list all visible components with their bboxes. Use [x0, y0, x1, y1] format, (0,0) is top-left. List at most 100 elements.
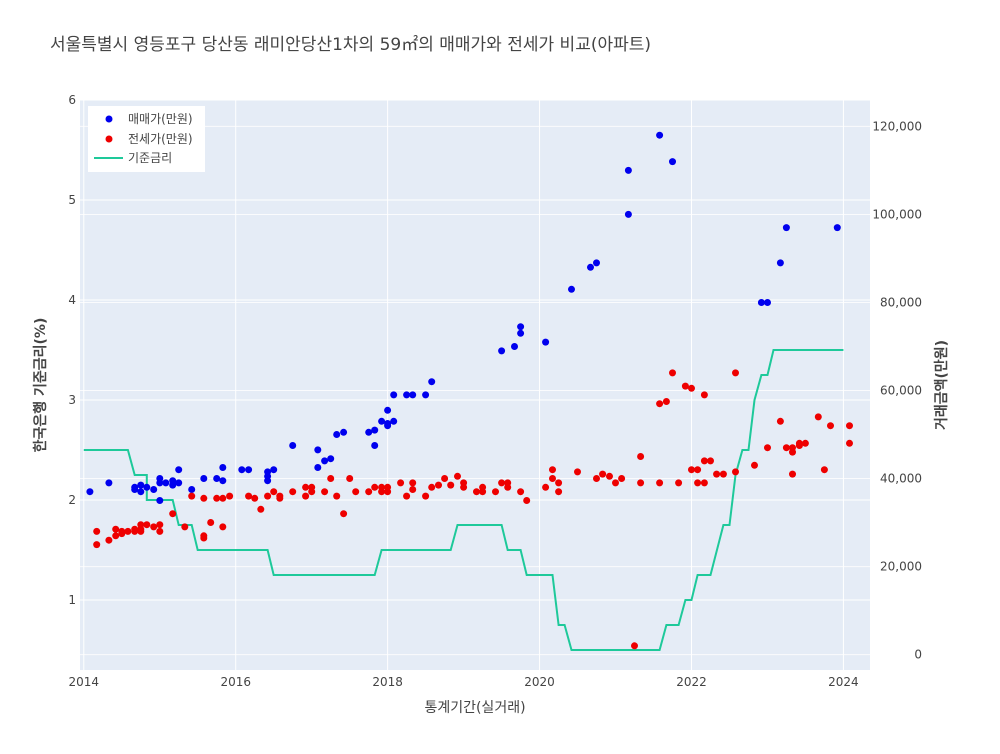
sale-price-point [498, 347, 506, 355]
sale-price-point [327, 455, 335, 463]
jeonse-price-point [302, 483, 310, 491]
sale-price-point [175, 466, 183, 474]
sale-price-point [219, 477, 227, 485]
sale-price-point [264, 477, 272, 485]
jeonse-price-point [662, 398, 670, 405]
jeonse-price-point [302, 492, 310, 500]
sale-price-point [511, 343, 518, 350]
chart-title: 서울특별시 영등포구 당산동 래미안당산1차의 59㎡의 매매가와 전세가 비교… [50, 35, 651, 55]
jeonse-price-point [492, 488, 499, 496]
sale-price-point [517, 323, 525, 331]
sale-price-point [656, 131, 664, 139]
sale-price-point [624, 166, 632, 174]
tick-labels: 2014 2016 2018 2020 2022 2024 1 2 3 4 5 6 0 20,000 40,… [68, 93, 922, 689]
legend-marker-jeonse [105, 135, 113, 143]
jeonse-price-point [124, 527, 132, 535]
jeonse-price-point [181, 523, 189, 531]
jeonse-price-point [764, 444, 771, 452]
jeonse-price-point [517, 488, 525, 496]
sale-price-point [764, 299, 771, 306]
legend-item-sale[interactable]: 매매가(만원) [105, 112, 193, 126]
jeonse-price-point [378, 483, 386, 491]
sale-price-point [587, 263, 594, 271]
jeonse-price-point [688, 466, 695, 474]
jeonse-price-point [321, 488, 329, 496]
jeonse-price-point [814, 413, 822, 421]
jeonse-price-point [523, 497, 531, 504]
y-right-tick-label: 60,000 [880, 384, 922, 398]
sale-price-point [365, 428, 373, 436]
jeonse-price-point [542, 483, 550, 491]
jeonse-price-point [479, 488, 487, 496]
sale-price-point [833, 224, 841, 232]
jeonse-price-point [403, 492, 411, 500]
y-left-tick-label: 6 [68, 93, 76, 107]
legend-item-jeonse[interactable]: 전세가(만원) [105, 132, 193, 146]
sale-price-point [175, 479, 183, 487]
sale-price-point [137, 488, 145, 496]
jeonse-price-point [593, 475, 600, 482]
jeonse-price-point [200, 494, 208, 502]
jeonse-price-point [251, 494, 259, 502]
y-left-tick-label: 3 [68, 393, 76, 407]
jeonse-price-point [409, 479, 417, 487]
jeonse-price-point [156, 521, 164, 529]
jeonse-price-point [681, 382, 689, 390]
jeonse-price-point [454, 472, 461, 480]
jeonse-price-point [827, 422, 834, 430]
y-right-tick-label: 120,000 [872, 119, 922, 133]
sale-price-point [86, 488, 94, 496]
jeonse-price-point [460, 483, 468, 491]
jeonse-price-point [707, 457, 714, 465]
jeonse-price-point [156, 527, 164, 535]
jeonse-price-point [200, 532, 208, 540]
sale-price-point [156, 497, 164, 504]
x-tick-label: 2018 [372, 675, 403, 689]
sale-price-point [371, 442, 379, 449]
plot-area [80, 100, 870, 670]
jeonse-price-point [447, 481, 455, 489]
jeonse-price-point [371, 483, 379, 491]
sale-price-point [757, 299, 765, 306]
jeonse-price-point [112, 525, 120, 533]
legend-item-rate[interactable]: 기준금리 [94, 151, 172, 165]
sale-price-point [219, 464, 227, 471]
y-right-tick-label: 80,000 [880, 295, 922, 309]
jeonse-price-point [700, 479, 708, 487]
legend[interactable]: 매매가(만원) 전세가(만원) 기준금리 [88, 106, 205, 172]
legend-label-jeonse: 전세가(만원) [128, 132, 193, 146]
jeonse-price-point [112, 532, 120, 540]
jeonse-price-point [384, 483, 392, 491]
y-right-tick-label: 100,000 [872, 207, 922, 221]
sale-price-point [568, 285, 575, 293]
jeonse-price-point [631, 642, 638, 650]
sale-price-point [314, 446, 322, 454]
jeonse-price-point [276, 494, 284, 502]
jeonse-price-point [352, 488, 360, 496]
jeonse-price-point [226, 492, 234, 500]
jeonse-price-point [618, 475, 626, 482]
sale-price-point [156, 479, 164, 487]
y-axis-right-label: 거래금액(만원) [933, 340, 950, 430]
sale-price-point [384, 406, 392, 414]
sale-price-point [669, 158, 676, 166]
sale-price-point [428, 378, 436, 386]
jeonse-price-point [656, 400, 664, 408]
y-right-tick-label: 0 [914, 648, 922, 662]
jeonse-price-point [213, 494, 221, 502]
sale-price-point [422, 391, 430, 399]
jeonse-price-point [789, 470, 796, 478]
sale-price-point [340, 428, 348, 436]
jeonse-price-point [137, 525, 145, 533]
jeonse-price-point [694, 479, 702, 487]
sale-price-point [137, 481, 145, 489]
jeonse-price-point [219, 523, 227, 531]
jeonse-price-point [245, 492, 253, 500]
jeonse-price-point [441, 475, 449, 482]
jeonse-price-point [257, 505, 265, 513]
sale-price-point [200, 475, 208, 482]
jeonse-price-point [801, 439, 809, 447]
scatter-markers-layer [86, 131, 853, 650]
jeonse-price-point [732, 369, 739, 377]
jeonse-price-point [422, 492, 430, 500]
